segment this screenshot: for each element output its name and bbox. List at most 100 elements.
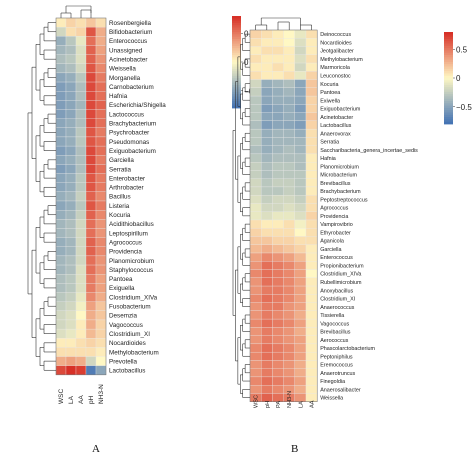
heatmap-cell [249,153,262,163]
legend-swatch [444,55,453,58]
heatmap-cell [95,182,107,192]
heatmap-cell [75,246,87,257]
heatmap-cell [305,236,318,245]
legend-swatch [444,59,453,63]
heatmap-cell [283,195,295,204]
legend-tick-label: −0.5 [456,103,472,112]
heatmap-cell [261,211,273,221]
heatmap-cell [283,178,295,188]
legend-swatch [444,61,453,65]
heatmap-cell [305,335,318,345]
heatmap-cell [261,95,273,105]
heatmap-cell [283,236,295,245]
legend-swatch [232,39,241,42]
row-label: Marmoricola [320,65,350,71]
heatmap-cell [85,200,97,211]
heatmap-cell [55,292,67,302]
heatmap-cell [85,356,97,366]
heatmap-cell [305,46,318,55]
heatmap-cell [75,319,87,330]
heatmap-cell [65,356,77,366]
heatmap-cell [272,46,284,55]
heatmap-cell [283,112,295,122]
legend-swatch [444,96,453,100]
heatmap-cell [283,95,295,105]
heatmap-cell [294,244,307,254]
heatmap-cell [283,104,295,113]
heatmap-cell [272,236,284,245]
heatmap-cell [272,203,284,212]
heatmap-cell [55,191,67,202]
heatmap-cell [249,46,262,55]
heatmap-cell [65,200,77,211]
heatmap-cell [261,335,273,345]
heatmap-cell [65,81,77,92]
heatmap-cell [305,343,318,353]
heatmap-cell [272,95,284,105]
row-labels: Rosenbergiella Bifidobacterium Enterococcu… [109,20,166,375]
heatmap-cell [249,170,262,179]
heatmap-cell [249,236,262,245]
row-label: Clostridium_XIVa [320,272,361,278]
heatmap-cell [249,269,262,278]
panel-label-a: A [92,443,100,455]
heatmap-cell [272,351,284,361]
heatmap-cell [305,393,318,402]
heatmap-cell [55,54,67,64]
row-label: Carnobacterium [109,84,154,91]
heatmap-cell [294,54,307,64]
heatmap-cell [75,191,87,202]
heatmap-cell [261,38,273,47]
heatmap-cell [249,186,262,196]
legend-swatch [232,29,241,33]
heatmap-cell [65,127,77,138]
legend-swatch [232,75,241,79]
heatmap-cell [95,36,107,46]
heatmap-cell [249,79,262,88]
heatmap-cell [249,211,262,221]
heatmap-cell [305,62,318,72]
heatmap-cell [95,228,107,238]
heatmap-cell [305,310,318,320]
heatmap-cell [272,128,284,138]
row-label: Bacillus [109,194,131,201]
heatmap-cell [294,104,307,113]
heatmap-cell [75,328,87,339]
heatmap-cell [283,29,295,39]
row-label: Anoxybacillus [320,288,353,294]
row-label: Hafnia [109,93,128,100]
heatmap-cell [95,328,107,339]
legend-swatch [232,32,241,35]
heatmap-cell [249,252,262,262]
heatmap-cell [283,38,295,47]
heatmap-cell [85,338,97,348]
heatmap-cell [272,244,284,254]
row-label: Microbacterium [320,173,357,179]
heatmap-cell [272,170,284,179]
heatmap-cell [261,236,273,245]
row-label: Vagococcus [109,322,143,329]
heatmap-cell [75,54,87,64]
legend-swatch [232,78,241,81]
heatmap-cell [283,368,295,378]
legend-swatch [444,82,453,86]
heatmap-cell [95,200,107,211]
heatmap-cell [65,72,77,83]
heatmap-cell [95,100,107,110]
legend-swatch [444,89,453,93]
heatmap-cell [95,255,107,266]
column-dendrogram [255,17,312,30]
heatmap-cells [249,29,318,402]
heatmap-cell [55,63,67,74]
row-label: Staphylococcus [109,267,153,274]
heatmap-cell [294,186,307,196]
heatmap-cell [85,191,97,202]
heatmap-cell [305,261,318,270]
heatmap-cell [95,283,107,293]
heatmap-cell [305,38,318,47]
heatmap-cell [95,91,107,101]
heatmap-cell [249,376,262,386]
legend-swatch [444,45,453,49]
heatmap-cell [249,137,262,146]
heatmap-cell [272,294,284,303]
